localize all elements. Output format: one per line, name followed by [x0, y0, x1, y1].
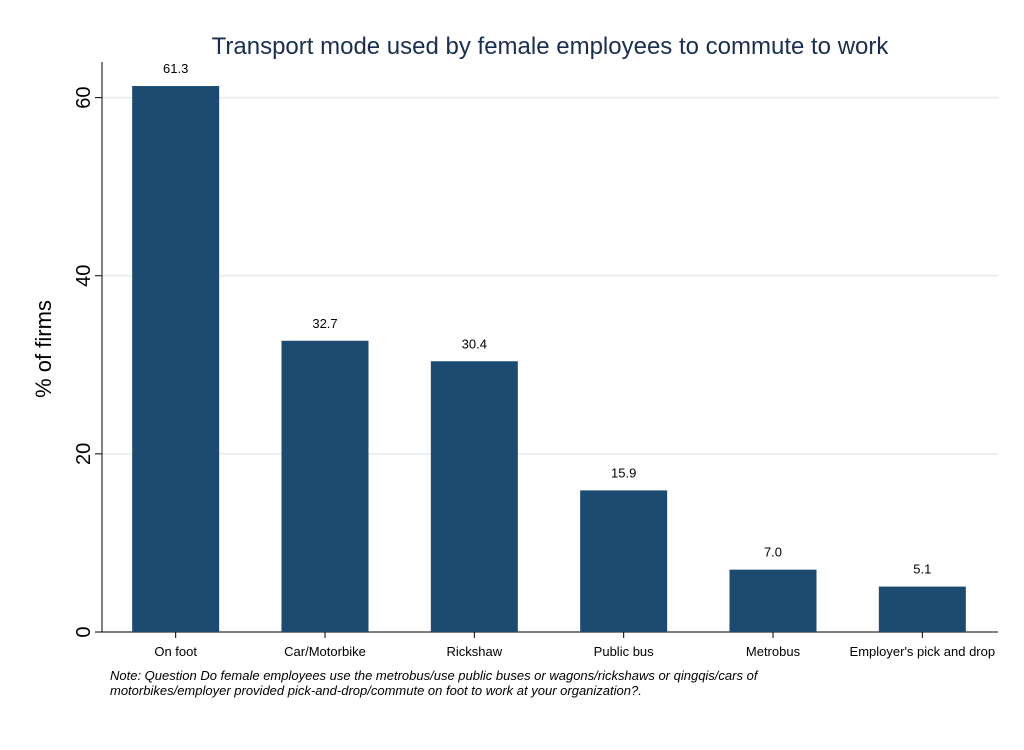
note-line-1: Note: Question Do female employees use t…: [110, 668, 759, 683]
bar-value-label: 15.9: [611, 465, 636, 480]
bar: [281, 340, 369, 632]
y-tick-label: 0: [73, 626, 95, 637]
y-axis-label: % of firms: [31, 300, 56, 398]
axes: [95, 62, 998, 638]
bar-value-label: 7.0: [764, 545, 782, 560]
bar-value-label: 5.1: [913, 562, 931, 577]
x-tick-labels: On foot Car/Motorbike Rickshaw Public bus Me…: [154, 644, 995, 659]
bar: [580, 490, 668, 632]
x-tick-label: Public bus: [594, 644, 654, 659]
x-tick-label: Metrobus: [746, 644, 801, 659]
y-tick-label: 40: [73, 265, 95, 287]
x-tick-label: On foot: [154, 644, 197, 659]
chart-title: Transport mode used by female employees …: [212, 33, 890, 60]
grid-lines: [102, 96, 998, 455]
x-tick-label: Rickshaw: [447, 644, 503, 659]
bar-value-label: 61.3: [163, 61, 188, 76]
y-tick-label: 60: [73, 87, 95, 109]
y-tick-labels: 0 20 40 60: [73, 87, 95, 638]
bar-value-labels: 61.3 32.7 30.4 15.9 7.0 5.1: [163, 61, 931, 577]
bar: [729, 569, 817, 632]
bar: [878, 586, 966, 632]
bar: [430, 361, 518, 632]
bar-value-label: 32.7: [312, 316, 337, 331]
x-tick-label: Car/Motorbike: [284, 644, 366, 659]
y-tick-label: 20: [73, 443, 95, 465]
bar: [132, 86, 220, 632]
bars: [132, 86, 966, 632]
x-tick-label: Employer's pick and drop: [850, 644, 996, 659]
bar-value-label: 30.4: [462, 336, 487, 351]
note-line-2: motorbikes/employer provided pick-and-dr…: [110, 683, 642, 698]
